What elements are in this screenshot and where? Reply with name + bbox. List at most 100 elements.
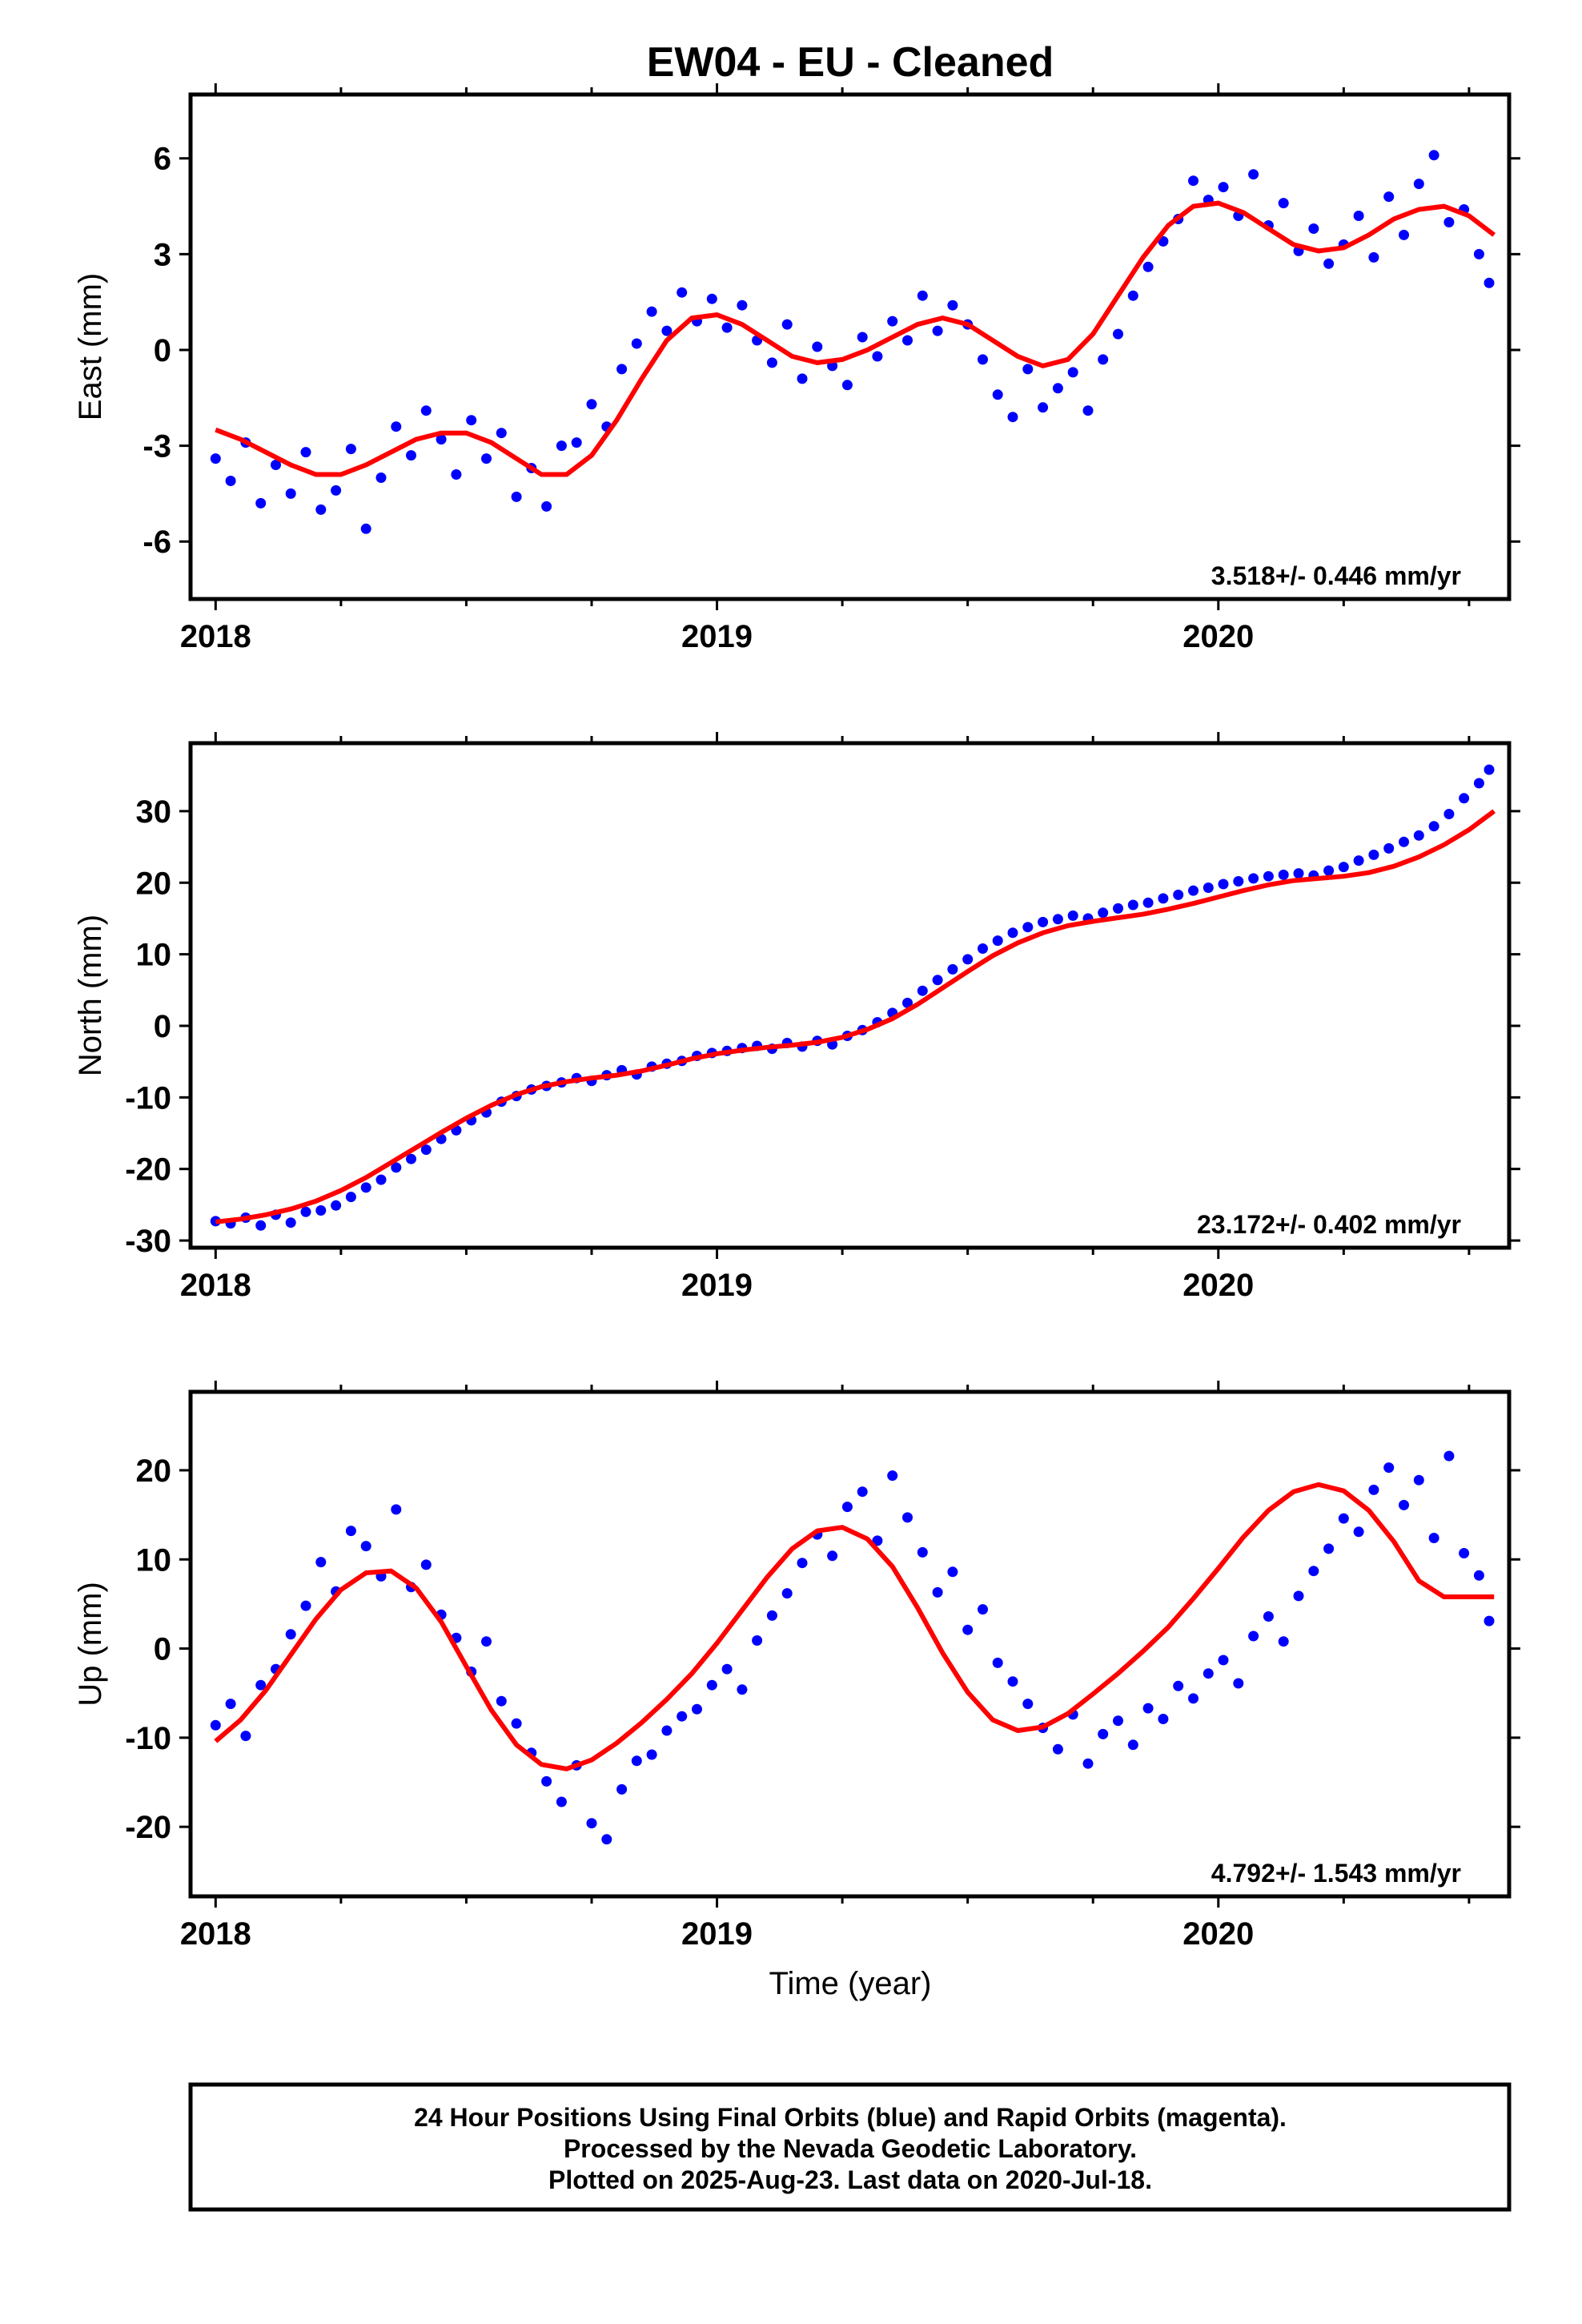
up-point [872, 1535, 883, 1546]
north-rate-label: 23.172+/- 0.402 mm/yr [1197, 1210, 1461, 1239]
east-point [1098, 354, 1109, 365]
up-point [1383, 1462, 1395, 1474]
up-point [631, 1755, 642, 1767]
footer-line-2: Processed by the Nevada Geodetic Laborat… [564, 2134, 1137, 2163]
east-rate-label: 3.518+/- 0.446 mm/yr [1211, 561, 1461, 590]
north-point [992, 935, 1003, 947]
north-point [947, 963, 958, 975]
north-points [210, 764, 1495, 1231]
east-point [661, 325, 673, 336]
east-point [1278, 198, 1289, 209]
north-point [331, 1200, 342, 1211]
east-point [1082, 405, 1094, 416]
east-point [1473, 248, 1484, 259]
east-ytick-label: 6 [154, 142, 171, 177]
east-point [978, 354, 988, 365]
east-point [345, 444, 356, 455]
up-rate-label: 4.792+/- 1.543 mm/yr [1211, 1859, 1461, 1888]
up-point [360, 1541, 371, 1552]
up-point [1459, 1548, 1470, 1558]
east-point [947, 300, 958, 311]
up-point [766, 1610, 777, 1621]
east-point [1007, 412, 1018, 423]
up-point [1293, 1590, 1304, 1602]
up-point [1098, 1728, 1109, 1739]
north-point [1399, 836, 1409, 847]
east-point [1484, 277, 1495, 288]
up-point [721, 1663, 733, 1675]
east-point [481, 453, 492, 464]
up-point [677, 1711, 688, 1722]
north-point [1007, 927, 1018, 939]
north-point [1323, 865, 1335, 876]
up-xtick-label: 2018 [180, 1916, 251, 1952]
up-point [481, 1636, 492, 1647]
east-point [841, 380, 853, 391]
up-point [917, 1546, 928, 1558]
east-point [511, 491, 522, 502]
east-model-line [215, 200, 1496, 477]
figure-title: EW04 - EU - Cleaned [647, 39, 1054, 86]
east-point [1248, 169, 1259, 180]
north-ytick-label: 20 [136, 866, 172, 901]
east-point [812, 341, 823, 352]
up-ytick-label: -10 [125, 1721, 171, 1756]
east-point [1188, 175, 1199, 187]
east-point [992, 389, 1003, 400]
up-point [1484, 1615, 1495, 1626]
east-point [1308, 223, 1319, 234]
east-point [1022, 364, 1034, 375]
north-point [1188, 885, 1199, 896]
north-point [391, 1162, 402, 1173]
east-point [285, 488, 296, 499]
north-point [1127, 899, 1138, 911]
east-point [737, 300, 748, 311]
north-point [1263, 870, 1274, 882]
up-point [1007, 1676, 1018, 1687]
north-point [1038, 916, 1049, 927]
east-point [496, 428, 507, 439]
up-point [1368, 1484, 1379, 1495]
up-point [841, 1502, 853, 1513]
north-point [932, 975, 943, 986]
east-point [315, 504, 327, 515]
east-point [556, 440, 567, 452]
east-point [1413, 179, 1424, 190]
east-point [406, 450, 416, 461]
up-ytick-label: 20 [136, 1454, 172, 1489]
east-ytick-label: -3 [143, 429, 171, 464]
north-point [1142, 897, 1154, 908]
east-point [420, 405, 432, 416]
east-point [1142, 261, 1154, 272]
east-point [225, 476, 236, 486]
east-point [721, 322, 733, 333]
up-point [932, 1586, 943, 1598]
up-ytick-label: 10 [136, 1542, 172, 1578]
north-ytick-label: -10 [125, 1080, 171, 1116]
east-point [857, 332, 868, 343]
east-point [271, 460, 281, 470]
east-point [1038, 402, 1049, 413]
north-point [1428, 821, 1439, 832]
up-point [692, 1703, 702, 1715]
up-point [511, 1718, 522, 1729]
east-ytick-label: -6 [143, 525, 171, 560]
east-point [797, 373, 808, 384]
up-axis-label: Up (mm) [73, 1582, 108, 1707]
east-point [210, 453, 221, 464]
north-ytick-label: 0 [154, 1009, 171, 1044]
east-point [451, 469, 462, 480]
east-point [781, 319, 793, 330]
up-point [1278, 1636, 1289, 1647]
up-point [210, 1719, 221, 1731]
north-point [1473, 778, 1484, 789]
east-point [887, 316, 898, 327]
north-model-line [215, 809, 1496, 1224]
up-point [1158, 1714, 1169, 1724]
east-point [391, 421, 402, 432]
east-point [1399, 229, 1409, 240]
east-point [616, 364, 628, 375]
east-point [1052, 383, 1063, 394]
up-point [737, 1684, 748, 1695]
east-point [917, 290, 928, 301]
